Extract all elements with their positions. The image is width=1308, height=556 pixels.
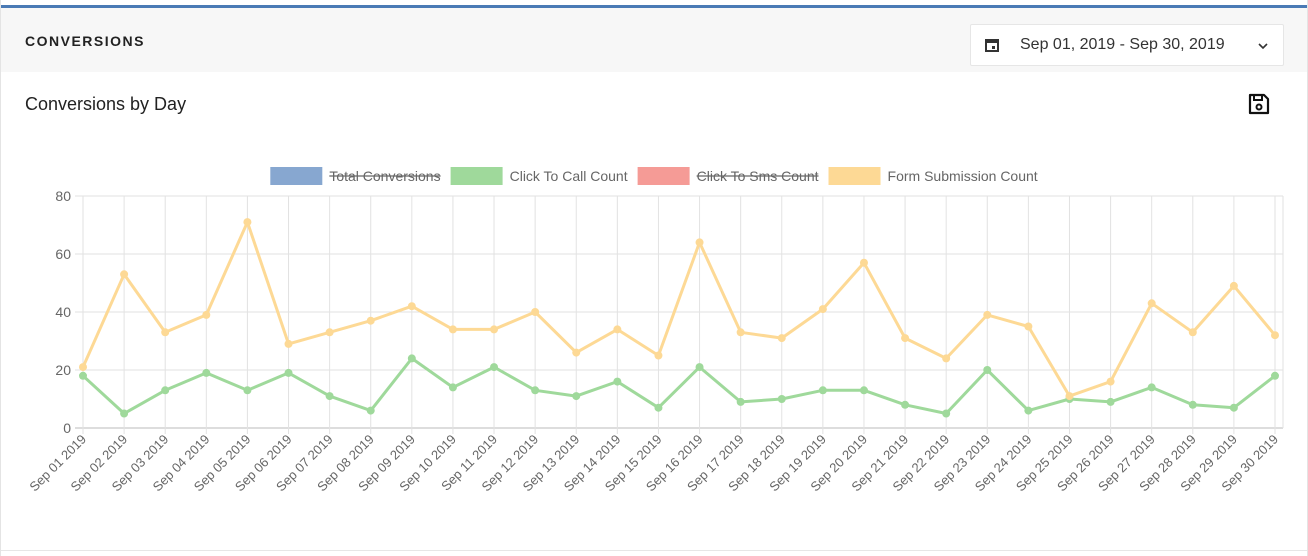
- data-point: [1188, 400, 1197, 409]
- data-point: [366, 406, 375, 415]
- data-point: [1229, 281, 1238, 290]
- data-point: [654, 403, 663, 412]
- data-point: [572, 392, 581, 401]
- data-point: [243, 218, 252, 227]
- top-border: [1, 5, 1307, 8]
- data-point: [1106, 377, 1115, 386]
- legend-label: Form Submission Count: [888, 168, 1038, 184]
- data-point: [448, 325, 457, 334]
- legend-swatch: [450, 167, 503, 185]
- data-point: [490, 363, 499, 372]
- legend-item[interactable]: Click To Call Count: [450, 167, 628, 185]
- data-point: [1024, 406, 1033, 415]
- y-tick-label: 0: [63, 420, 71, 436]
- data-point: [695, 363, 704, 372]
- y-tick-label: 20: [55, 362, 71, 378]
- data-point: [1229, 403, 1238, 412]
- data-point: [901, 400, 910, 409]
- data-point: [366, 316, 375, 325]
- data-point: [654, 351, 663, 360]
- data-point: [613, 325, 622, 334]
- y-tick-label: 60: [55, 246, 71, 262]
- data-point: [818, 386, 827, 395]
- data-point: [79, 371, 87, 380]
- legend-item[interactable]: Click To Sms Count: [637, 167, 819, 185]
- data-point: [448, 383, 457, 392]
- data-point: [818, 305, 827, 314]
- data-point: [1065, 392, 1074, 401]
- data-point: [1024, 322, 1033, 331]
- save-icon[interactable]: [1247, 92, 1271, 116]
- date-picker[interactable]: Sep 01, 2019 - Sep 30, 2019: [970, 24, 1284, 66]
- data-point: [859, 386, 868, 395]
- series-line: [81, 220, 1277, 398]
- legend-swatch: [637, 167, 690, 185]
- data-point: [901, 334, 910, 343]
- data-point: [572, 348, 581, 357]
- data-point: [161, 328, 170, 337]
- data-point: [736, 397, 745, 406]
- y-tick-label: 40: [55, 304, 71, 320]
- header: CONVERSIONS Sep 01, 2019 - Sep 30, 2019: [1, 8, 1307, 72]
- data-point: [736, 328, 745, 337]
- legend-item[interactable]: Form Submission Count: [828, 167, 1038, 185]
- data-point: [407, 302, 416, 311]
- data-point: [120, 270, 129, 279]
- data-point: [1271, 371, 1279, 380]
- data-point: [284, 368, 293, 377]
- data-point: [983, 366, 992, 374]
- data-point: [243, 386, 252, 395]
- data-point: [1188, 328, 1197, 337]
- date-range: Sep 01, 2019 - Sep 30, 2019: [1020, 36, 1225, 53]
- y-tick-label: 80: [55, 188, 71, 204]
- card-title: Conversions by Day: [25, 94, 187, 114]
- data-point: [531, 308, 540, 316]
- card-divider: [1, 550, 1307, 551]
- data-point: [859, 258, 868, 267]
- data-point: [325, 392, 334, 401]
- data-point: [325, 328, 334, 337]
- data-point: [1106, 397, 1115, 406]
- data-point: [161, 386, 170, 395]
- chevron-down: [1258, 43, 1268, 50]
- data-point: [284, 339, 293, 348]
- data-point: [79, 363, 87, 372]
- data-point: [202, 310, 211, 319]
- data-point: [202, 368, 211, 377]
- data-point: [613, 377, 622, 386]
- data-point: [1271, 331, 1279, 340]
- legend-swatch: [828, 167, 881, 185]
- legend-item[interactable]: Total Conversions: [270, 167, 441, 185]
- data-point: [407, 354, 416, 363]
- calendar-icon: [985, 39, 999, 52]
- legend-swatch: [270, 167, 323, 185]
- data-point: [777, 334, 786, 343]
- data-point: [1147, 383, 1156, 392]
- data-point: [531, 386, 540, 395]
- data-point: [942, 354, 951, 363]
- data-point: [777, 395, 786, 403]
- data-point: [942, 409, 951, 418]
- legend-label: Click To Call Count: [510, 168, 628, 184]
- data-point: [1147, 299, 1156, 308]
- data-point: [490, 325, 499, 334]
- data-point: [695, 238, 704, 247]
- data-point: [983, 310, 992, 319]
- data-point: [120, 409, 129, 418]
- series-line: [81, 356, 1276, 415]
- header-title: CONVERSIONS: [25, 33, 145, 49]
